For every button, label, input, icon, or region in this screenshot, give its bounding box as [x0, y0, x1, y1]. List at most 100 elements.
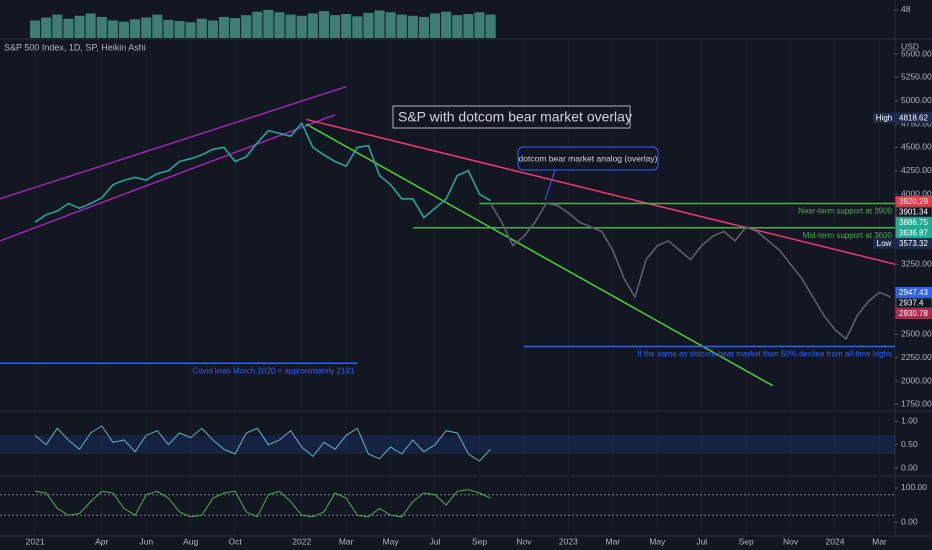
- x-tick-label: Sep: [472, 536, 487, 546]
- price-tag-name-text: Low: [877, 239, 892, 248]
- series-line: [489, 202, 891, 341]
- title: S&P with dotcom bear market overlay: [398, 109, 632, 125]
- volume-bar: [230, 18, 241, 38]
- y-tick-label: 1750.00: [901, 399, 932, 409]
- x-tick-label: May: [383, 536, 400, 546]
- x-tick-label: May: [649, 536, 666, 546]
- y-tick-label: 2000.00: [901, 375, 932, 385]
- price-tag-value: 2947.43: [899, 288, 928, 297]
- volume-bar: [341, 14, 352, 38]
- trend-line: [0, 114, 336, 242]
- y-tick-label: 5000.00: [901, 95, 932, 105]
- volume-bar: [63, 18, 74, 38]
- price-tag-value: 3920.29: [899, 197, 928, 206]
- volume-bar: [85, 13, 96, 38]
- price-tag-value: 3636.87: [899, 229, 928, 238]
- y-tick-label: 4750.00: [901, 118, 932, 128]
- volume-bar: [307, 13, 318, 38]
- y-tick-label: 4000.00: [901, 188, 932, 198]
- price-tag-name: [873, 238, 895, 249]
- x-tick-label: Apr: [95, 536, 108, 546]
- price-tag-value: 3886.75: [899, 218, 928, 227]
- x-tick-label: 2023: [559, 536, 578, 546]
- series-line: [35, 489, 491, 518]
- volume-bar: [174, 21, 185, 38]
- volume-bar: [241, 15, 252, 38]
- x-tick-label: Mar: [872, 536, 887, 546]
- price-tag-value: 2930.78: [899, 309, 928, 318]
- y-tick-label: 5500.00: [901, 48, 932, 58]
- y-tick-label: 0.00: [901, 462, 918, 472]
- price-tag-value: 4818.62: [899, 113, 928, 122]
- y-tick-label: 4250.00: [901, 165, 932, 175]
- volume-bar: [463, 14, 474, 38]
- price-tag: [895, 238, 932, 250]
- x-tick-label: Mar: [339, 536, 354, 546]
- callout-arrow: [544, 169, 556, 201]
- callout: dotcom bear market analog (overlay): [519, 153, 658, 163]
- volume-bar: [107, 20, 118, 38]
- trend-line: [305, 123, 774, 387]
- y-tick-label: 4500.00: [901, 142, 932, 152]
- y-tick-label: 5250.00: [901, 72, 932, 82]
- price-tag: [895, 308, 932, 320]
- x-tick-label: Jul: [696, 536, 707, 546]
- volume-bar: [152, 14, 163, 38]
- volume-bar: [430, 13, 441, 38]
- volume-bar: [141, 17, 152, 38]
- volume-bar: [130, 19, 141, 38]
- y-tick-label: 3250.00: [901, 258, 932, 268]
- currency: USD: [901, 41, 919, 51]
- line-label: Near-term support at 3900: [798, 207, 892, 216]
- x-tick-label: Nov: [516, 536, 532, 546]
- line-label: If the same as dotcom bear market then 5…: [637, 350, 892, 359]
- volume-bar: [118, 21, 130, 38]
- callout-box: [517, 146, 659, 171]
- y-tick-label: 48: [901, 4, 911, 14]
- trend-line: [0, 86, 347, 200]
- volume-bar: [185, 22, 196, 38]
- price-tag-value: 2937.4: [899, 299, 924, 308]
- x-tick-label: 2022: [292, 536, 311, 546]
- x-tick-label: Sep: [739, 536, 754, 546]
- y-tick-label: 2500.00: [901, 329, 932, 339]
- x-tick-label: Jun: [139, 536, 153, 546]
- volume-bar: [318, 11, 330, 38]
- volume-bar: [218, 16, 230, 38]
- volume-bar: [407, 15, 418, 39]
- volume-bar: [385, 12, 396, 38]
- x-tick-label: Nov: [783, 536, 799, 546]
- volume-bar: [196, 18, 207, 38]
- price-tag-value: 3573.32: [899, 239, 928, 248]
- title-box: [392, 105, 631, 129]
- y-tick-label: 0.50: [901, 439, 918, 449]
- line-label: Mid-term support at 3600: [803, 231, 893, 240]
- volume-bar: [30, 20, 41, 38]
- volume-bar: [485, 14, 496, 38]
- y-tick-label: 2250.00: [901, 352, 932, 362]
- x-tick-label: Aug: [183, 536, 198, 546]
- volume-bar: [330, 15, 341, 38]
- volume-bar: [207, 20, 218, 38]
- volume-bar: [52, 14, 63, 38]
- volume-bar: [374, 10, 385, 38]
- volume-bar: [274, 12, 285, 38]
- series-line: [34, 425, 491, 462]
- price-tag-name-text: High: [876, 113, 892, 122]
- volume-bar: [452, 15, 463, 38]
- price-tag-value: 3901.34: [899, 208, 928, 217]
- volume-bar: [296, 15, 307, 39]
- volume-bar: [163, 19, 174, 38]
- volume-bar: [474, 12, 485, 38]
- volume-bar: [263, 9, 274, 38]
- volume-bar: [74, 15, 85, 39]
- volume-bar: [41, 17, 52, 38]
- line-label: Covid lows March 2020 = approximately 21…: [192, 366, 355, 375]
- volume-bar: [396, 14, 407, 38]
- trend-line: [306, 118, 895, 265]
- volume-bar: [285, 14, 296, 38]
- x-tick-label: Oct: [228, 536, 242, 546]
- x-tick-label: Jul: [430, 536, 441, 546]
